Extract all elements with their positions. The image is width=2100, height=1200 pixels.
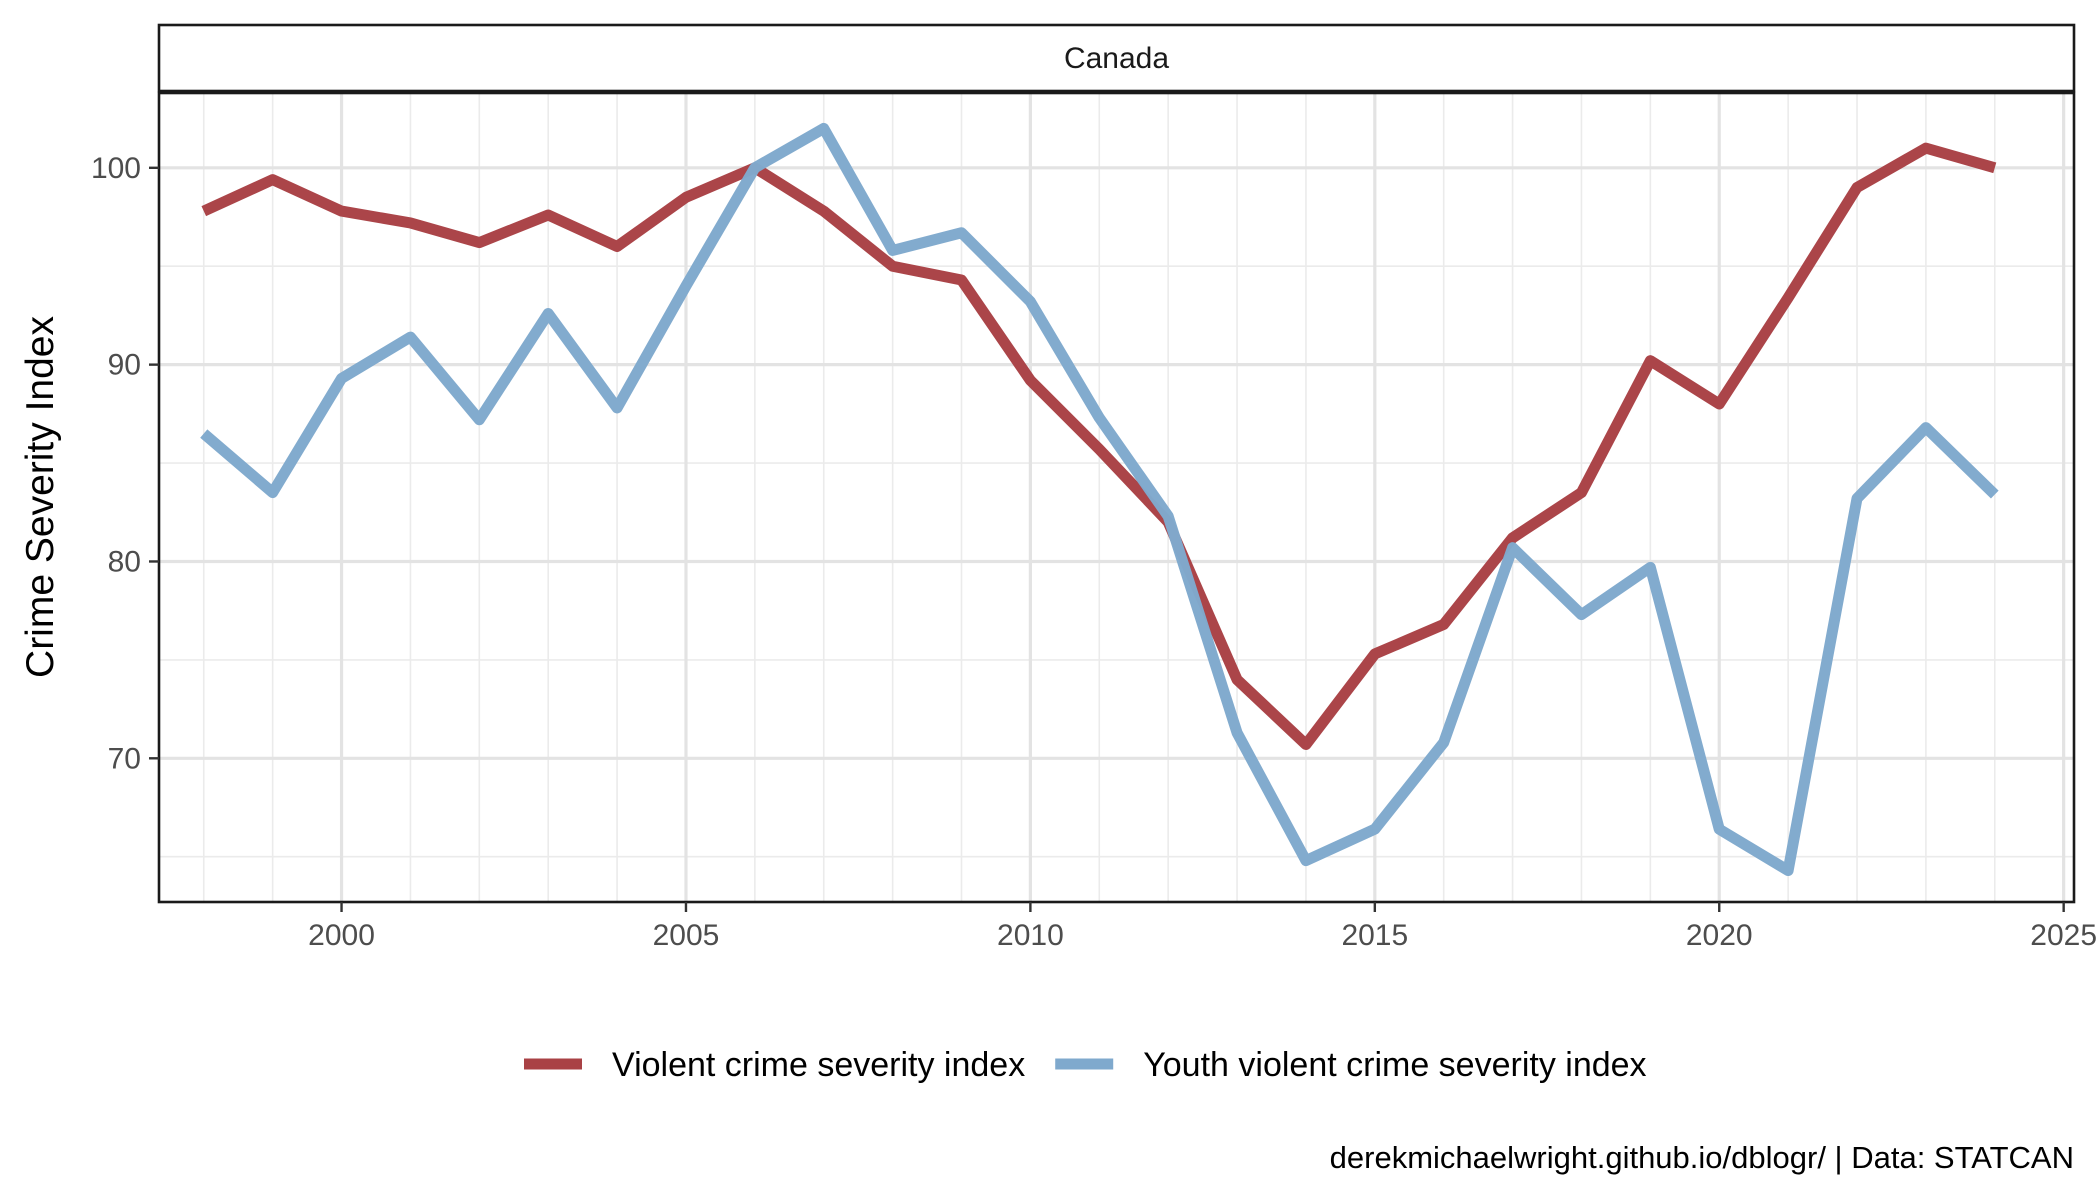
major-gridlines xyxy=(159,93,2074,902)
y-tick-label: 80 xyxy=(108,545,141,578)
y-axis: 70 80 90 100 xyxy=(91,152,159,775)
series-line-1 xyxy=(201,142,1997,751)
legend-label-1: Violent crime severity index xyxy=(612,1046,1025,1084)
x-tick-label: 2025 xyxy=(2030,919,2097,952)
x-tick-label: 2000 xyxy=(308,919,375,952)
x-axis: 2000 2005 2010 2015 2020 2025 xyxy=(308,902,2097,952)
y-axis-title: Crime Severity Index xyxy=(19,316,62,678)
y-tick-label: 70 xyxy=(108,742,141,775)
facet-strip: Canada xyxy=(157,23,2076,93)
legend-label-2: Youth violent crime severity index xyxy=(1143,1046,1646,1084)
x-tick-label: 2005 xyxy=(653,919,720,952)
legend: Violent crime severity index Youth violen… xyxy=(524,1046,1647,1084)
x-tick-label: 2015 xyxy=(1341,919,1408,952)
caption: derekmichaelwright.github.io/dblogr/ | D… xyxy=(1330,1140,2074,1175)
x-tick-label: 2010 xyxy=(997,919,1064,952)
plot-panel xyxy=(157,91,2076,904)
x-tick-label: 2020 xyxy=(1686,919,1753,952)
series-line-2 xyxy=(200,122,1999,877)
y-tick-label: 100 xyxy=(91,152,141,185)
facet-label: Canada xyxy=(1064,42,1169,75)
series-lines xyxy=(200,122,1999,877)
y-tick-label: 90 xyxy=(108,349,141,382)
